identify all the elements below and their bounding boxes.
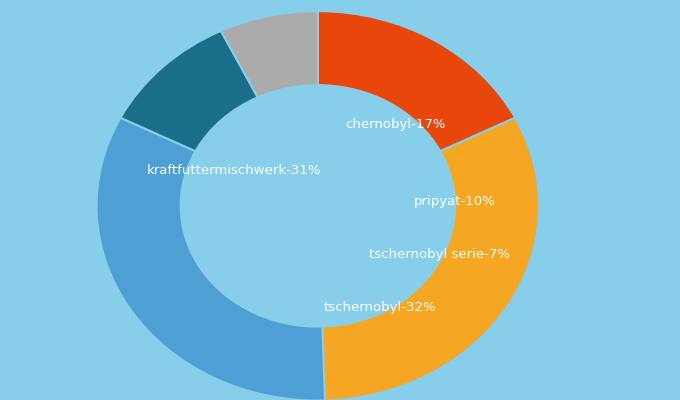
Text: chernobyl-17%: chernobyl-17%	[345, 118, 445, 130]
Wedge shape	[97, 118, 325, 400]
Text: pripyat-10%: pripyat-10%	[414, 196, 496, 208]
Wedge shape	[318, 11, 515, 151]
Text: tschernobyl serie-7%: tschernobyl serie-7%	[369, 248, 510, 261]
Text: tschernobyl-32%: tschernobyl-32%	[324, 301, 436, 314]
Wedge shape	[221, 11, 318, 97]
Wedge shape	[322, 118, 539, 400]
Text: kraftfuttermischwerk-31%: kraftfuttermischwerk-31%	[146, 164, 321, 177]
Wedge shape	[120, 31, 258, 151]
